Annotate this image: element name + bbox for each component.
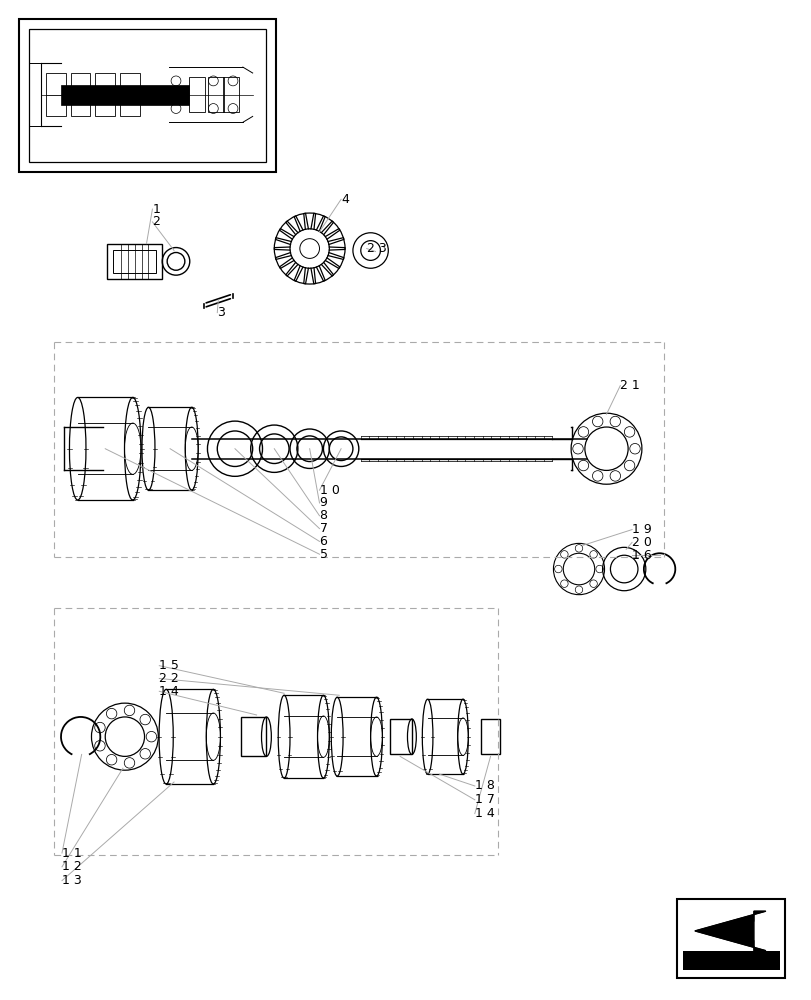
Text: 8: 8 xyxy=(319,509,327,522)
Bar xyxy=(390,719,411,754)
Bar xyxy=(71,73,90,116)
Text: 1 3: 1 3 xyxy=(62,874,82,887)
Text: 2 2: 2 2 xyxy=(159,672,178,685)
Text: 4: 4 xyxy=(341,193,349,206)
Bar xyxy=(676,899,784,978)
Text: 1 7: 1 7 xyxy=(474,793,494,806)
FancyArrowPatch shape xyxy=(206,299,230,307)
Bar xyxy=(241,717,266,756)
Bar xyxy=(208,77,224,112)
Text: 1 2: 1 2 xyxy=(62,860,82,873)
Text: 1 9: 1 9 xyxy=(631,523,651,536)
Polygon shape xyxy=(694,911,765,951)
Text: 1 1: 1 1 xyxy=(62,847,82,860)
Text: 2 3: 2 3 xyxy=(367,242,386,255)
Text: 1 4: 1 4 xyxy=(474,807,494,820)
Text: 1 8: 1 8 xyxy=(474,779,494,792)
Bar xyxy=(95,73,115,116)
Bar xyxy=(46,73,66,116)
Bar xyxy=(223,77,238,112)
Text: 3: 3 xyxy=(217,306,225,319)
Bar xyxy=(113,250,157,273)
Text: 9: 9 xyxy=(319,496,327,509)
Bar xyxy=(19,19,276,172)
Bar xyxy=(107,244,162,279)
Bar xyxy=(480,719,500,754)
Bar xyxy=(120,73,139,116)
Text: 1 6: 1 6 xyxy=(631,549,651,562)
Text: 1 0: 1 0 xyxy=(319,484,339,497)
Text: 2 0: 2 0 xyxy=(631,536,651,549)
Text: 2 1: 2 1 xyxy=(620,379,639,392)
Text: 6: 6 xyxy=(319,535,327,548)
Text: 7: 7 xyxy=(319,522,327,535)
FancyArrowPatch shape xyxy=(206,295,230,303)
Text: 1 5: 1 5 xyxy=(159,659,179,672)
Bar xyxy=(61,85,188,105)
Bar xyxy=(28,29,266,162)
Bar xyxy=(188,77,204,112)
Text: 2: 2 xyxy=(152,215,160,228)
Text: 5: 5 xyxy=(319,548,327,561)
Bar xyxy=(682,951,779,970)
Text: 1: 1 xyxy=(152,203,160,216)
Text: 1 4: 1 4 xyxy=(159,685,178,698)
